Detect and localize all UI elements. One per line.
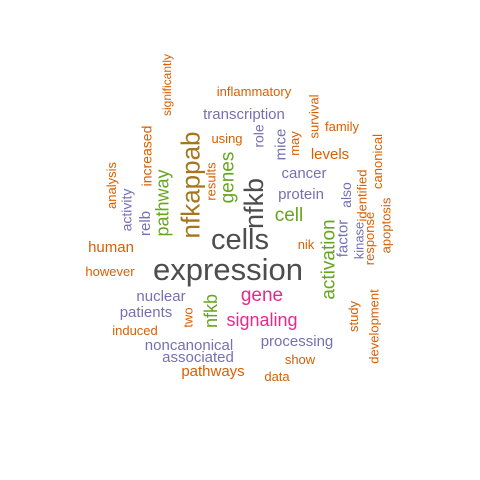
word-cloud-word: activity [117, 188, 134, 232]
word-cloud-word: relb [137, 210, 155, 236]
word-cloud-word: using [211, 130, 243, 146]
word-cloud-word: levels [310, 145, 350, 163]
word-cloud-word: family [325, 118, 359, 134]
word-cloud-word: apoptosis [378, 197, 394, 253]
word-cloud-word: study [346, 300, 362, 332]
word-cloud-word: survival [306, 93, 322, 139]
word-cloud-word: factor [334, 219, 352, 257]
word-cloud-word: however [85, 263, 135, 279]
word-cloud-word: may [286, 130, 302, 156]
word-cloud-word: nfkb [201, 293, 221, 329]
word-cloud-word: nuclear [136, 287, 186, 305]
word-cloud-word: results [203, 161, 219, 201]
word-cloud-word: noncanonical [144, 336, 234, 354]
word-cloud-word: response [362, 211, 378, 265]
word-cloud-word: analysis [103, 161, 119, 209]
word-cloud-word: show [284, 351, 316, 367]
word-cloud-word: gene [240, 284, 284, 306]
word-cloud-word: expression [153, 251, 303, 287]
word-cloud-word: patients [119, 303, 173, 321]
word-cloud-word: nik [297, 236, 315, 252]
word-cloud-word: processing [260, 332, 334, 350]
word-cloud-word: nfkappab [174, 131, 205, 239]
word-cloud-word: data [264, 368, 290, 384]
word-cloud-word: pathways [181, 362, 245, 380]
word-cloud-word: human [88, 238, 134, 256]
word-cloud-word: transcription [203, 105, 285, 123]
word-cloud-word: induced [112, 322, 158, 338]
word-cloud-word: signaling [226, 310, 298, 330]
word-cloud-word: cells [210, 223, 269, 256]
word-cloud-word: associated [162, 348, 234, 366]
word-cloud-word: increased [137, 125, 154, 187]
word-cloud-word: significantly [160, 53, 174, 117]
word-cloud-word: cancer [281, 164, 327, 182]
word-cloud-word: development [366, 288, 382, 364]
word-cloud-word: cell [274, 204, 304, 226]
word-cloud-word: two [180, 306, 196, 328]
word-cloud-word: genes [217, 151, 239, 203]
word-cloud-word: canonical [369, 133, 385, 189]
word-cloud-word: protein [278, 185, 324, 203]
word-cloud-word: inflammatory [216, 83, 292, 99]
word-cloud-word: also [338, 182, 354, 208]
word-cloud-word: pathway [152, 169, 173, 237]
word-cloud-word: role [250, 124, 267, 148]
word-cloud-word: nfkb [239, 177, 270, 229]
